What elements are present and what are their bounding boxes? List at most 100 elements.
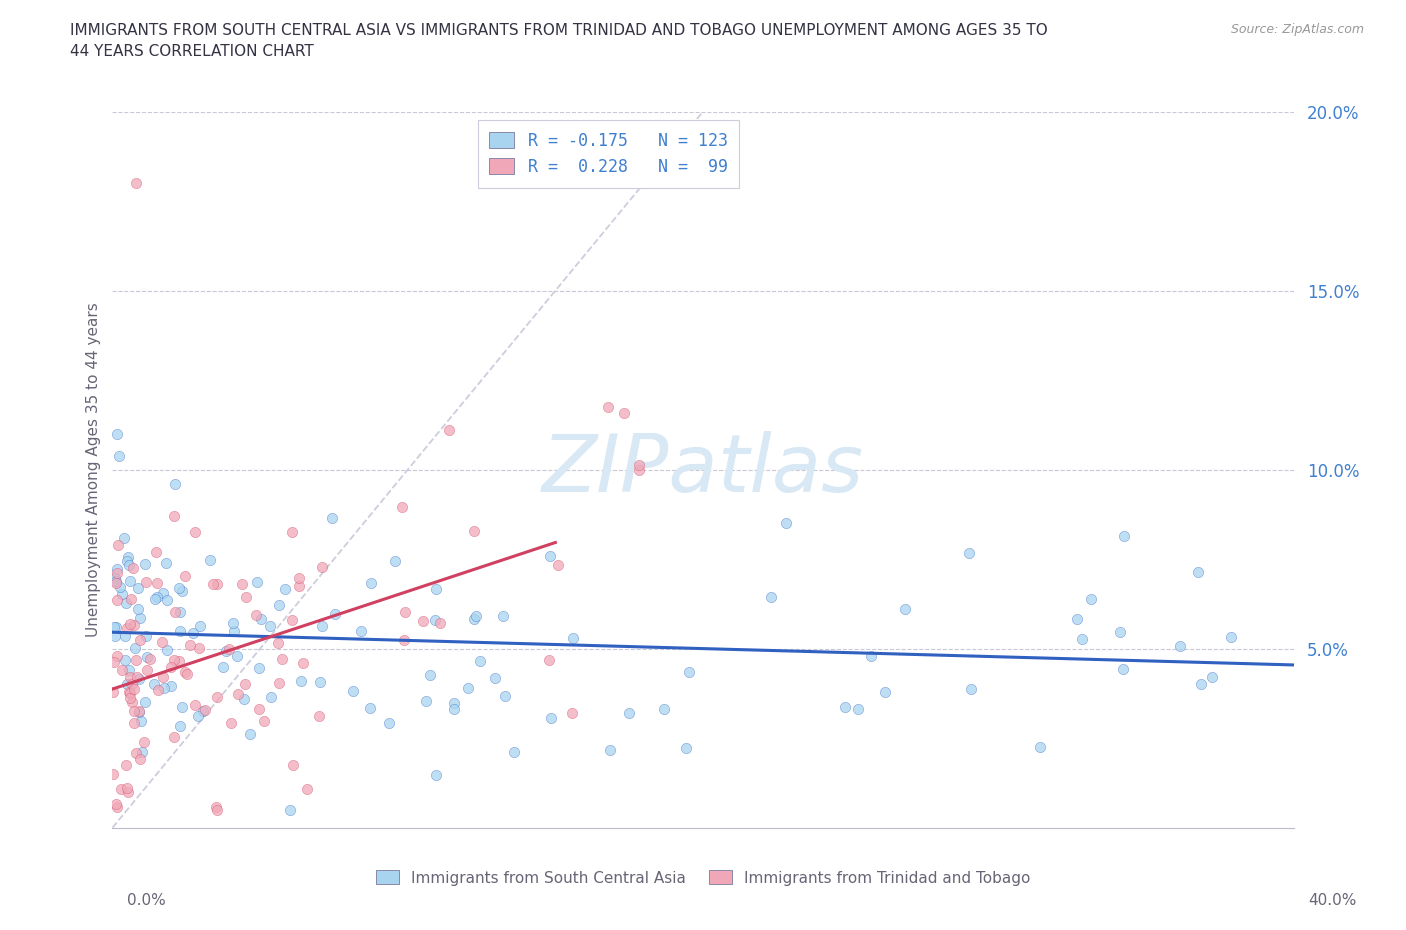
Point [163,653,186,668]
Point [484,671,506,685]
Point [253,714,276,729]
Point [1066,611,1088,626]
Point [250,612,273,627]
Point [107,538,129,552]
Point [120,574,142,589]
Point [311,618,333,633]
Point [627,462,650,477]
Point [110,782,132,797]
Point [359,700,381,715]
Point [104,628,127,643]
Point [155,556,177,571]
Point [111,662,134,677]
Point [205,577,228,591]
Point [350,624,373,639]
Point [391,499,413,514]
Point [132,735,155,750]
Point [846,701,869,716]
Point [377,715,399,730]
Point [1112,528,1135,543]
Point [122,704,145,719]
Point [112,530,135,545]
Point [1028,740,1050,755]
Point [118,617,141,631]
Point [118,663,141,678]
Point [675,740,697,755]
Point [104,796,127,811]
Point [163,604,186,619]
Text: Source: ZipAtlas.com: Source: ZipAtlas.com [1230,23,1364,36]
Point [198,552,221,567]
Point [124,715,146,730]
Point [167,654,190,669]
Point [360,575,382,590]
Point [247,701,270,716]
Point [281,757,304,772]
Point [538,653,561,668]
Point [117,557,139,572]
Point [957,546,980,561]
Point [463,524,485,538]
Point [311,559,333,574]
Point [163,729,186,744]
Point [181,626,204,641]
Point [145,544,167,559]
Point [221,616,243,631]
Point [204,800,226,815]
Point [211,659,233,674]
Point [295,781,318,796]
Point [104,576,127,591]
Point [245,607,267,622]
Y-axis label: Unemployment Among Ages 35 to 44 years: Unemployment Among Ages 35 to 44 years [86,302,101,637]
Point [599,742,621,757]
Point [468,653,491,668]
Point [105,566,128,581]
Text: ZIPatlas: ZIPatlas [541,431,865,509]
Text: 40.0%: 40.0% [1309,893,1357,908]
Point [224,623,246,638]
Point [163,509,186,524]
Point [156,592,179,607]
Point [215,644,238,658]
Point [118,685,141,700]
Point [170,700,193,715]
Point [107,426,129,442]
Point [117,677,139,692]
Point [269,676,291,691]
Point [225,649,247,664]
Point [101,684,124,699]
Point [105,649,128,664]
Point [105,592,128,607]
Point [960,682,983,697]
Point [120,690,142,705]
Point [129,713,152,728]
Point [260,690,283,705]
Point [169,604,191,619]
Point [194,703,217,718]
Point [775,515,797,530]
Point [561,705,583,720]
Point [114,653,136,668]
Point [143,676,166,691]
Point [233,692,256,707]
Point [127,670,149,684]
Point [1191,677,1213,692]
Point [118,684,141,699]
Point [457,681,479,696]
Point [1112,662,1135,677]
Point [117,550,139,565]
Point [124,640,146,655]
Point [308,709,330,724]
Point [121,677,143,692]
Point [288,578,311,593]
Point [120,591,142,606]
Point [540,711,562,725]
Legend: Immigrants from South Central Asia, Immigrants from Trinidad and Tobago: Immigrants from South Central Asia, Immi… [370,864,1036,892]
Point [105,800,128,815]
Point [184,525,207,539]
Point [392,632,415,647]
Point [146,683,169,698]
Point [163,477,186,492]
Point [494,688,516,703]
Point [1070,631,1092,646]
